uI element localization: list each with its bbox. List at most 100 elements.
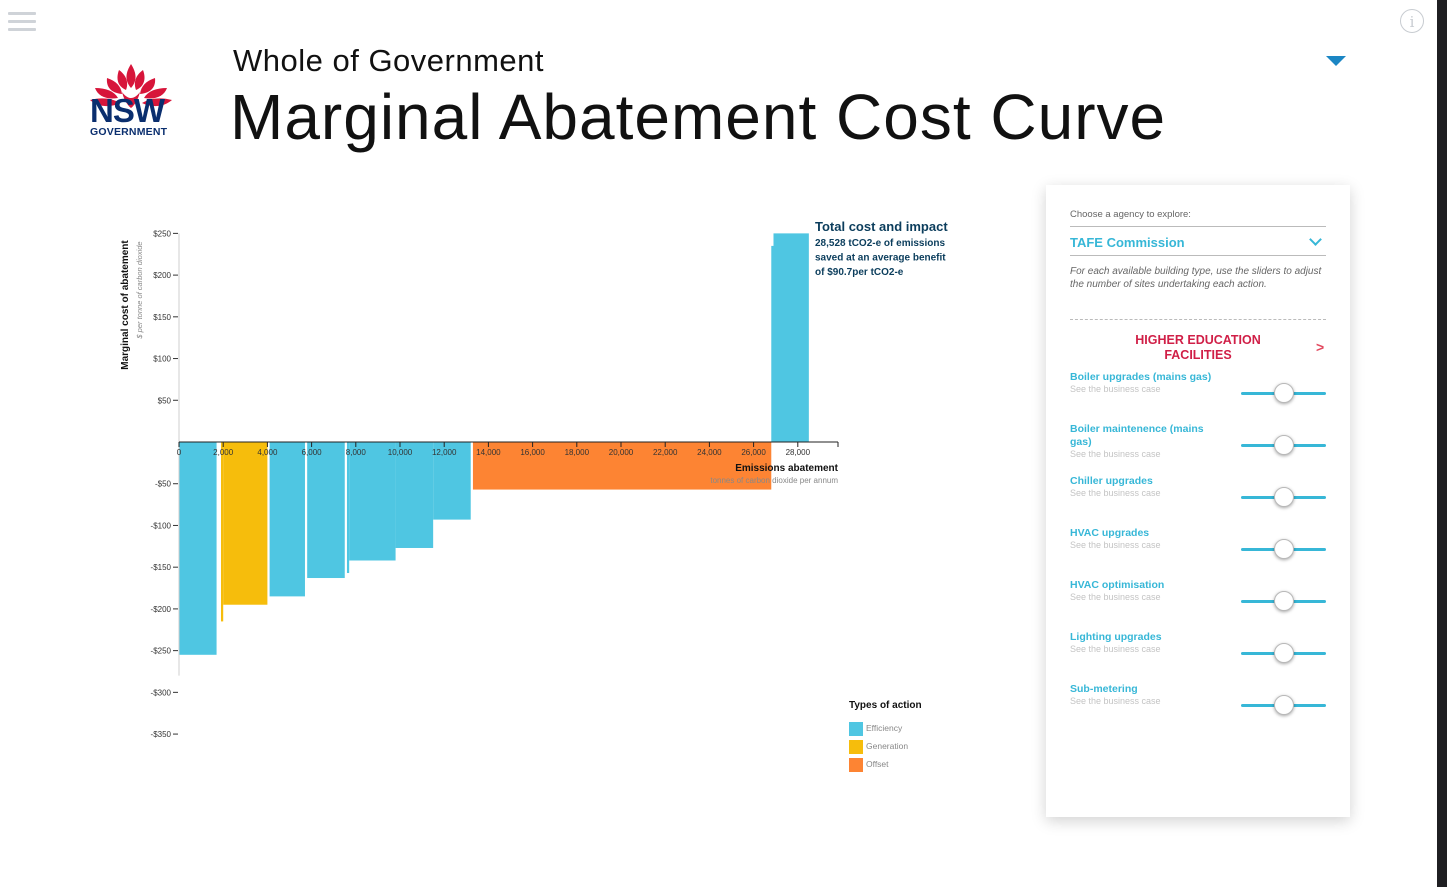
business-case-link[interactable]: See the business case: [1070, 592, 1161, 602]
logo-subtext: GOVERNMENT: [90, 126, 168, 138]
y-tick-label: -$300: [151, 688, 172, 697]
x-axis-title: Emissions abatement: [735, 463, 838, 474]
y-tick-label: $200: [153, 271, 171, 280]
y-tick-label: $100: [153, 355, 171, 364]
bar-generation: [220, 442, 224, 622]
business-case-link[interactable]: See the business case: [1070, 449, 1161, 459]
business-case-link[interactable]: See the business case: [1070, 384, 1161, 394]
bar-efficiency: [773, 233, 809, 442]
slider-knob[interactable]: [1273, 383, 1294, 403]
page-title: Marginal Abatement Cost Curve: [230, 81, 1167, 153]
legend-label: Generation: [866, 741, 908, 751]
bar-efficiency: [346, 442, 350, 574]
agency-select[interactable]: TAFE Commission: [1070, 226, 1326, 256]
annotation-line: of $90.7per tCO2-e: [815, 267, 904, 278]
x-tick-label: 18,000: [565, 448, 590, 457]
x-tick-label: 28,000: [786, 448, 811, 457]
x-tick-label: 20,000: [609, 448, 634, 457]
y-axis-title: Marginal cost of abatement: [120, 240, 131, 370]
y-tick-label: -$50: [155, 480, 172, 489]
y-tick-label: -$100: [151, 521, 172, 530]
slider-knob[interactable]: [1273, 643, 1294, 663]
action-row: Chiller upgrades See the business case: [1070, 475, 1326, 515]
action-row: HVAC upgrades See the business case: [1070, 527, 1326, 567]
caret-down-icon[interactable]: [1326, 56, 1346, 66]
x-tick-label: 14,000: [476, 448, 501, 457]
y-tick-label: -$200: [151, 605, 172, 614]
action-name: Boiler maintenence (mains gas): [1070, 423, 1204, 448]
x-tick-label: 12,000: [432, 448, 457, 457]
action-row: HVAC optimisation See the business case: [1070, 579, 1326, 619]
action-name: Chiller upgrades: [1070, 475, 1153, 487]
chevron-down-icon: [1309, 233, 1322, 246]
section-next-arrow[interactable]: >: [1316, 339, 1325, 355]
x-tick-label: 6,000: [302, 448, 323, 457]
legend-label: Offset: [866, 759, 889, 769]
action-row: Sub-metering See the business case: [1070, 683, 1326, 723]
business-case-link[interactable]: See the business case: [1070, 696, 1161, 706]
action-row: Boiler maintenence (mains gas) See the bu…: [1070, 423, 1326, 463]
annotation-line: saved at an average benefit: [815, 253, 946, 264]
action-name: HVAC optimisation: [1070, 579, 1165, 591]
instruction-text: For each available building type, use th…: [1070, 266, 1322, 290]
legend-swatch-offset: [849, 758, 863, 772]
y-tick-label: -$350: [151, 730, 172, 739]
agency-label: Choose a agency to explore:: [1070, 209, 1191, 220]
agency-selected-value: TAFE Commission: [1070, 235, 1185, 250]
action-name: Sub-metering: [1070, 683, 1138, 695]
action-row: Boiler upgrades (mains gas) See the busin…: [1070, 371, 1326, 411]
business-case-link[interactable]: See the business case: [1070, 488, 1161, 498]
action-name: HVAC upgrades: [1070, 527, 1150, 539]
page-supertitle: Whole of Government: [233, 43, 545, 78]
bar-efficiency: [307, 442, 345, 579]
slider-knob[interactable]: [1273, 539, 1294, 559]
y-tick-label: -$150: [151, 563, 172, 572]
x-tick-label: 10,000: [388, 448, 413, 457]
x-axis-subtitle: tonnes of carbon dioxide per annum: [710, 476, 838, 485]
x-tick-label: 8,000: [346, 448, 367, 457]
window-edge: [1437, 0, 1447, 887]
y-tick-label: $250: [153, 229, 171, 238]
legend-title: Types of action: [849, 700, 922, 711]
business-case-link[interactable]: See the business case: [1070, 644, 1161, 654]
bar-efficiency: [433, 442, 471, 520]
bar-efficiency: [269, 442, 305, 597]
action-name: Lighting upgrades: [1070, 631, 1162, 643]
action-name: Boiler upgrades (mains gas): [1070, 371, 1212, 383]
bar-offset: [472, 442, 772, 490]
y-tick-label: $50: [158, 396, 172, 405]
legend-swatch-efficiency: [849, 722, 863, 736]
slider-knob[interactable]: [1273, 487, 1294, 507]
slider-knob[interactable]: [1273, 591, 1294, 611]
bar-generation: [223, 442, 268, 605]
action-row: Lighting upgrades See the business case: [1070, 631, 1326, 671]
nsw-waratah-logo: [90, 64, 172, 108]
mac-curve-chart: $250 $200 $150 $100 $50 -$50 -$100 -$150 -$200 -$…: [120, 219, 948, 772]
legend-label: Efficiency: [866, 723, 903, 733]
annotation-title: Total cost and impact: [815, 219, 948, 234]
bar-efficiency: [179, 442, 217, 655]
y-tick-label: -$250: [151, 647, 172, 656]
slider-knob[interactable]: [1273, 695, 1294, 715]
divider: [1070, 319, 1326, 320]
x-tick-label: 2,000: [213, 448, 234, 457]
x-tick-label: 22,000: [653, 448, 678, 457]
business-case-link[interactable]: See the business case: [1070, 540, 1161, 550]
y-axis-subtitle: $ per tonne of carbon dioxide: [135, 241, 144, 339]
bar-efficiency: [395, 442, 434, 548]
legend-swatch-generation: [849, 740, 863, 754]
annotation-line: 28,528 tCO2-e of emissions: [815, 238, 945, 249]
section-title: HIGHER EDUCATION FACILITIES: [1135, 333, 1261, 362]
slider-knob[interactable]: [1273, 435, 1294, 455]
x-tick-label: 4,000: [257, 448, 278, 457]
x-tick-label: 26,000: [741, 448, 766, 457]
logo-text: NSW: [90, 92, 165, 129]
y-tick-label: $150: [153, 313, 171, 322]
x-tick-label: 24,000: [697, 448, 722, 457]
info-icon[interactable]: i: [1400, 9, 1424, 33]
bar-efficiency: [349, 442, 396, 561]
x-tick-label: 0: [177, 448, 182, 457]
bar-efficiency: [771, 245, 774, 442]
agency-panel: Choose a agency to explore: TAFE Commiss…: [1046, 185, 1350, 817]
hamburger-menu-icon[interactable]: [8, 12, 36, 32]
